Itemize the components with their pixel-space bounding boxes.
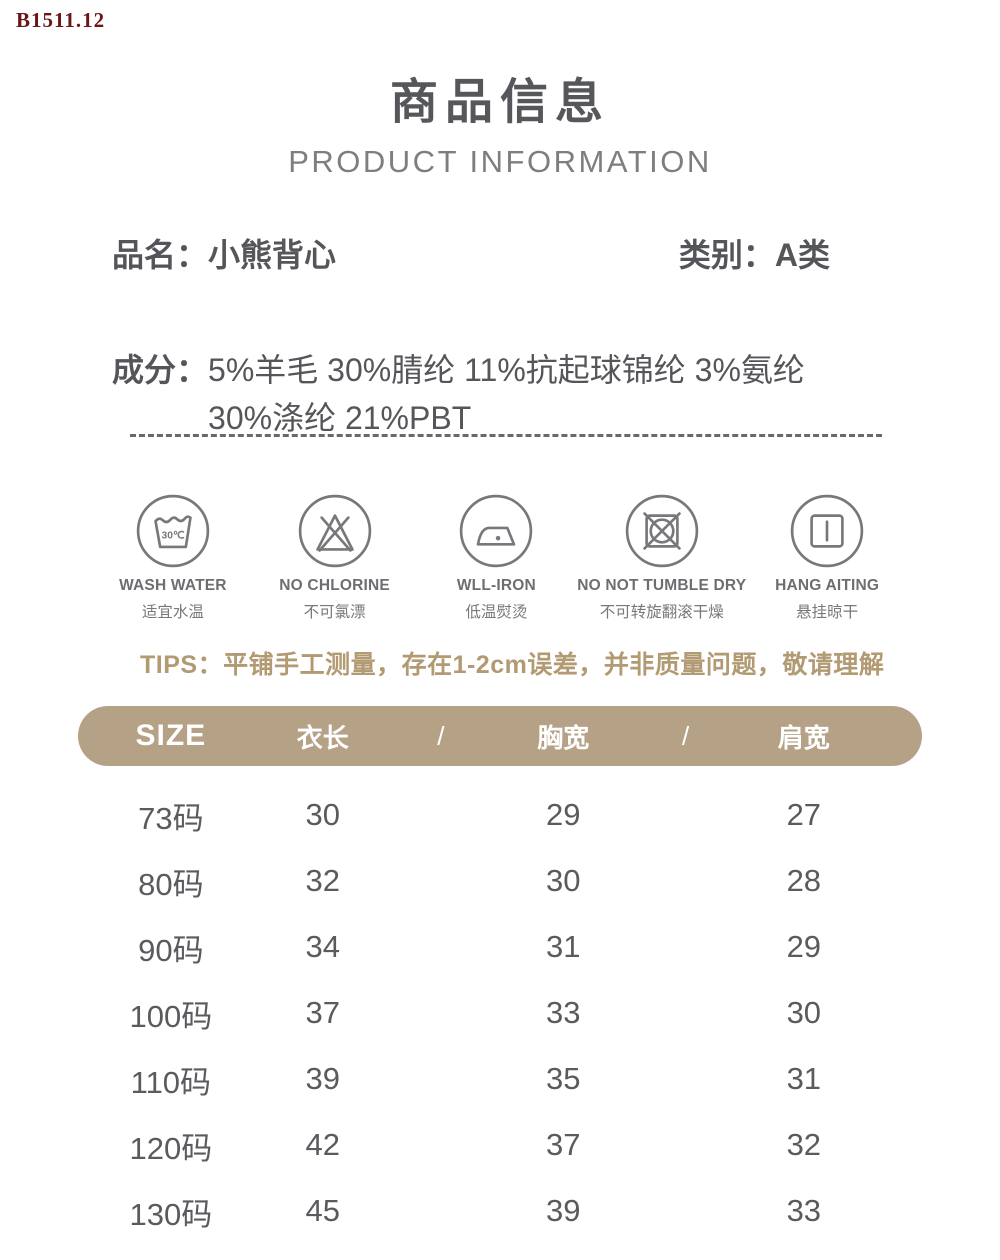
size-table: SIZE 衣长 / 胸宽 / 肩宽 73码 30 29 27 80码 32 30 28 90码 3… [78, 706, 922, 1244]
product-name-field: 品名：小熊背心 [112, 230, 336, 276]
table-row: 73码 30 29 27 [78, 782, 922, 848]
size-row-label: 100码 [129, 998, 213, 1034]
size-row-label: 130码 [129, 1196, 213, 1232]
care-label-en: NO CHLORINE [279, 577, 390, 594]
low-iron-icon [457, 492, 535, 570]
dashed-divider [130, 434, 882, 437]
category-label: 类别： [678, 237, 775, 273]
size-table-body: 73码 30 29 27 80码 32 30 28 90码 34 31 29 100码 37 33 30 110… [78, 782, 922, 1244]
header-size: SIZE [135, 719, 207, 752]
header-slash-2: / [682, 720, 690, 751]
table-row: 90码 34 31 29 [78, 914, 922, 980]
composition-line-2: 30%涤纶 21%PBT [208, 400, 472, 436]
wash-water-30c-icon: 30℃ [134, 492, 212, 570]
hang-dry-icon [788, 492, 866, 570]
table-row: 110码 39 35 31 [78, 1046, 922, 1112]
size-cell: 31 [546, 929, 581, 964]
size-cell: 42 [305, 1127, 340, 1162]
care-label-cn: 适宜水温 [141, 604, 204, 621]
composition-value: 5%羊毛 30%腈纶 11%抗起球锦纶 3%氨纶 30%涤纶 21%PBT [208, 346, 805, 442]
care-label-en: WLL-IRON [456, 577, 536, 594]
size-row-label: 120码 [129, 1130, 213, 1166]
size-row-label: 80码 [138, 866, 204, 902]
product-name-label: 品名： [112, 237, 209, 273]
size-cell: 30 [546, 863, 581, 898]
size-cell: 30 [786, 995, 822, 1030]
care-item: WLL-IRON 低温熨烫 [416, 492, 578, 622]
care-label-cn: 悬挂晾干 [796, 604, 859, 621]
size-cell: 27 [786, 797, 822, 832]
care-label-en: HANG AITING [775, 577, 880, 594]
care-item: NO CHLORINE 不可氯漂 [254, 492, 416, 622]
name-category-row: 品名：小熊背心 类别：A类 [112, 230, 888, 276]
page-title: 商品信息 [389, 76, 610, 129]
product-name-value: 小熊背心 [208, 237, 337, 273]
header-slash-1: / [437, 720, 445, 751]
care-item: HANG AITING 悬挂晾干 [746, 492, 908, 622]
page-subtitle: PRODUCT INFORMATION [288, 144, 712, 179]
table-row: 130码 45 39 33 [78, 1178, 922, 1244]
size-cell: 39 [546, 1193, 581, 1228]
size-cell: 30 [305, 797, 340, 832]
table-row: 80码 32 30 28 [78, 848, 922, 914]
size-cell: 29 [546, 797, 581, 832]
size-cell: 35 [546, 1061, 581, 1096]
care-label-cn: 不可转旋翻滚干燥 [599, 604, 724, 621]
size-cell: 33 [546, 995, 581, 1030]
size-cell: 32 [786, 1127, 822, 1162]
size-row-label: 73码 [138, 800, 204, 836]
category-value: A类 [774, 237, 830, 273]
size-cell: 31 [786, 1061, 822, 1096]
size-cell: 34 [305, 929, 340, 964]
size-cell: 32 [305, 863, 340, 898]
tips-note: TIPS：平铺手工测量，存在1-2cm误差，并非质量问题，敬请理解 [140, 645, 884, 681]
size-row-label: 90码 [138, 932, 204, 968]
no-tumble-dry-icon [623, 492, 701, 570]
size-row-label: 110码 [130, 1064, 212, 1100]
care-icons-row: 30℃ WASH WATER 适宜水温 NO CHLORINE 不可氯漂 WLL-IRON… [92, 492, 908, 622]
table-row: 100码 37 33 30 [78, 980, 922, 1046]
header-length: 衣长 [296, 722, 349, 753]
category-field: 类别：A类 [679, 230, 888, 276]
care-item: 30℃ WASH WATER 适宜水温 [92, 492, 254, 622]
size-table-header: SIZE 衣长 / 胸宽 / 肩宽 [78, 706, 922, 766]
header-chest: 胸宽 [537, 722, 590, 753]
tips-label: TIPS： [140, 651, 224, 679]
table-row: 120码 42 37 32 [78, 1112, 922, 1178]
size-cell: 28 [786, 863, 822, 898]
product-code-watermark: B1511.12 [16, 8, 106, 32]
composition-field: 成分： 5%羊毛 30%腈纶 11%抗起球锦纶 3%氨纶 30%涤纶 21%PB… [112, 346, 888, 442]
page-header: 商品信息 PRODUCT INFORMATION [0, 62, 1000, 180]
composition-line-1: 5%羊毛 30%腈纶 11%抗起球锦纶 3%氨纶 [208, 352, 805, 388]
size-cell: 39 [305, 1061, 340, 1096]
care-label-en: WASH WATER [119, 577, 227, 594]
size-cell: 33 [786, 1193, 822, 1228]
size-cell: 29 [786, 929, 822, 964]
tips-text: 平铺手工测量，存在1-2cm误差，并非质量问题，敬请理解 [223, 651, 885, 679]
care-label-cn: 低温熨烫 [465, 604, 528, 621]
svg-text:30℃: 30℃ [161, 531, 184, 542]
product-info-section: 品名：小熊背心 类别：A类 成分： 5%羊毛 30%腈纶 11%抗起球锦纶 3%… [112, 230, 888, 442]
size-cell: 37 [305, 995, 340, 1030]
care-label-en: NO NOT TUMBLE DRY [577, 577, 747, 594]
size-cell: 37 [546, 1127, 581, 1162]
composition-label: 成分： [112, 352, 209, 388]
size-cell: 45 [305, 1193, 340, 1228]
care-item: NO NOT TUMBLE DRY 不可转旋翻滚干燥 [577, 492, 746, 622]
care-label-cn: 不可氯漂 [303, 604, 366, 621]
header-shoulder: 肩宽 [777, 722, 830, 753]
no-chlorine-icon [296, 492, 374, 570]
